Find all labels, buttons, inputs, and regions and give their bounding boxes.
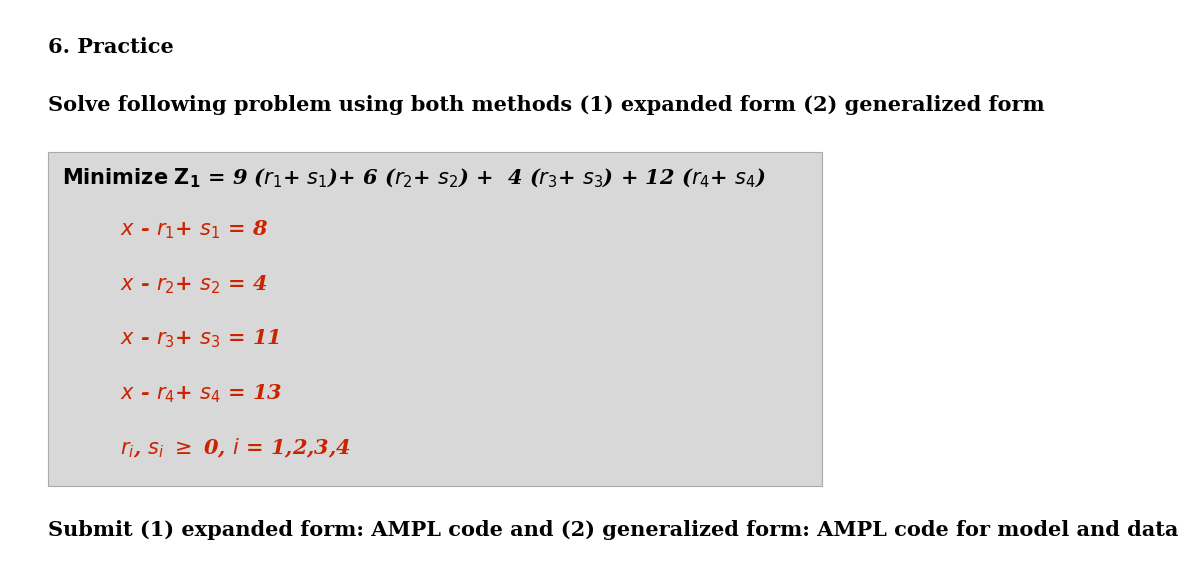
Text: $x$ - $r_1$+ $s_1$ = 8: $x$ - $r_1$+ $s_1$ = 8	[120, 218, 268, 241]
Text: $x$ - $r_4$+ $s_4$ = 13: $x$ - $r_4$+ $s_4$ = 13	[120, 382, 282, 405]
Text: $x$ - $r_2$+ $s_2$ = 4: $x$ - $r_2$+ $s_2$ = 4	[120, 273, 268, 296]
Text: $x$ - $r_3$+ $s_3$ = 11: $x$ - $r_3$+ $s_3$ = 11	[120, 328, 280, 350]
Text: 6. Practice: 6. Practice	[48, 37, 174, 58]
Text: Submit (1) expanded form: AMPL code and (2) generalized form: AMPL code for mode: Submit (1) expanded form: AMPL code and …	[48, 520, 1178, 540]
Text: Solve following problem using both methods (1) expanded form (2) generalized for: Solve following problem using both metho…	[48, 95, 1045, 115]
Text: $\mathbf{Minimize\ Z_1}$ = 9 ($r_1$+ $s_1$)+ 6 ($r_2$+ $s_2$) +  4 ($r_3$+ $s_3$: $\mathbf{Minimize\ Z_1}$ = 9 ($r_1$+ $s_…	[62, 167, 766, 190]
Text: $r_i$, $s_i$ $\geq$ 0, $i$ = 1,2,3,4: $r_i$, $s_i$ $\geq$ 0, $i$ = 1,2,3,4	[120, 437, 350, 460]
